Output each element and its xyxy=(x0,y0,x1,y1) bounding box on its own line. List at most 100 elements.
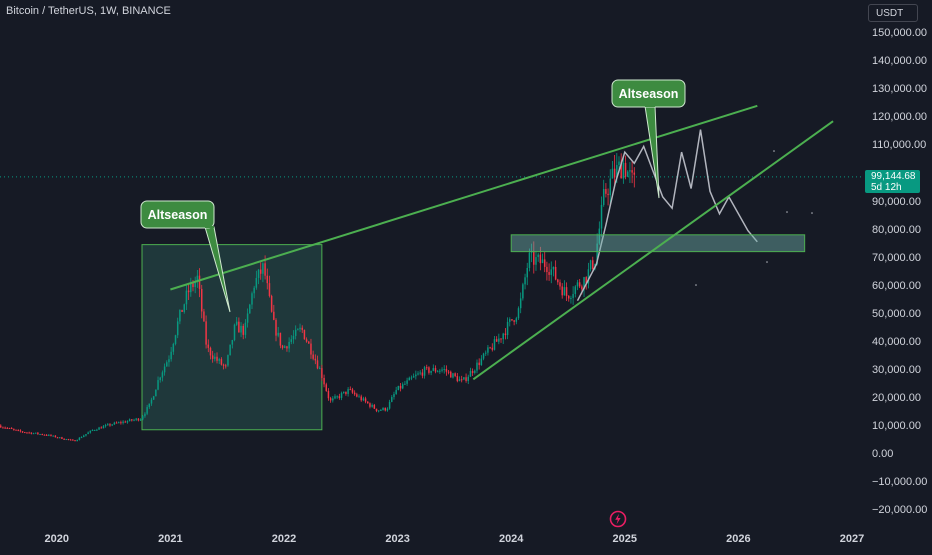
candle-body xyxy=(34,432,37,434)
candle-body xyxy=(255,277,258,288)
candle-body xyxy=(205,321,207,345)
cycle-highlight-box[interactable] xyxy=(141,244,323,431)
candle-body xyxy=(487,347,489,353)
candle-body xyxy=(310,343,312,355)
candle-body xyxy=(270,295,273,312)
candle-body xyxy=(229,344,231,356)
candle-body xyxy=(312,354,314,359)
candle-body xyxy=(613,168,616,178)
candle-body xyxy=(203,311,205,322)
altseason-callout[interactable]: Altseason xyxy=(611,79,686,199)
candle-body xyxy=(209,347,212,356)
candle-body xyxy=(633,172,636,175)
candle-body xyxy=(342,391,345,394)
candle-body xyxy=(572,293,574,298)
time-axis-label: 2022 xyxy=(271,533,297,545)
callout-label: Altseason xyxy=(148,208,208,222)
tradingview-logo-icon[interactable] xyxy=(609,510,627,533)
candle-body xyxy=(375,408,378,412)
candle-body xyxy=(104,425,107,427)
candle-body xyxy=(6,427,9,429)
candle-body xyxy=(620,161,622,179)
candle-body xyxy=(32,433,35,435)
candle-body xyxy=(491,347,494,350)
support-zone[interactable] xyxy=(510,234,806,253)
candle-body xyxy=(181,309,183,313)
candle-body xyxy=(155,389,157,397)
candle-body xyxy=(190,283,192,293)
candle-body xyxy=(286,346,288,349)
candle-body xyxy=(406,380,408,384)
candle-body xyxy=(563,287,566,296)
candle-body xyxy=(96,429,98,431)
candle-body xyxy=(412,376,415,378)
candle-body xyxy=(163,366,166,373)
candle-body xyxy=(511,319,513,321)
currency-button[interactable]: USDT xyxy=(868,4,918,22)
candle-body xyxy=(611,168,614,179)
candle-body xyxy=(548,272,550,275)
candle-body xyxy=(609,178,612,196)
candle-body xyxy=(299,327,301,330)
candle-body xyxy=(476,362,478,371)
time-axis-label: 2023 xyxy=(385,533,410,545)
candle-body xyxy=(561,286,563,296)
candle-body xyxy=(107,424,109,426)
candle-body xyxy=(303,329,306,340)
lower-trendline[interactable] xyxy=(472,120,834,381)
candle-body xyxy=(417,373,419,375)
candle-body xyxy=(83,435,85,438)
candle-body xyxy=(624,162,627,177)
candle-body xyxy=(353,392,356,395)
candle-body xyxy=(345,391,347,394)
candle-body xyxy=(91,430,94,432)
candle-body xyxy=(246,313,249,323)
candle-body xyxy=(506,321,509,336)
candle-body xyxy=(616,164,618,178)
candle-body xyxy=(144,413,146,417)
candle-body xyxy=(602,189,605,205)
candle-body xyxy=(585,277,587,284)
candle-body xyxy=(318,368,321,370)
candle-body xyxy=(187,290,190,293)
candle-body xyxy=(39,434,41,436)
candle-body xyxy=(329,398,332,401)
candle-body xyxy=(150,399,153,404)
candle-body xyxy=(334,396,336,399)
candle-body xyxy=(546,266,548,273)
candle-body xyxy=(273,311,275,320)
price-axis-label: 60,000.00 xyxy=(872,279,921,292)
candle-body xyxy=(54,435,57,438)
candle-body xyxy=(148,403,151,408)
candle-body xyxy=(124,421,127,423)
candle-body xyxy=(631,170,633,173)
candle-body xyxy=(200,288,203,312)
candle-body xyxy=(117,422,120,424)
upper-trendline[interactable] xyxy=(170,104,758,291)
candle-body xyxy=(570,297,572,299)
altseason-callout[interactable]: Altseason xyxy=(140,200,231,313)
candle-body xyxy=(541,259,544,264)
candle-body xyxy=(74,440,76,442)
candle-body xyxy=(58,437,61,439)
candle-body xyxy=(397,385,400,391)
candle-body xyxy=(157,380,159,390)
current-price-badge: 99,144.68 5d 12h xyxy=(865,170,920,193)
symbol-header: Bitcoin / TetherUS, 1W, BINANCE xyxy=(6,5,171,17)
candle-body xyxy=(460,379,463,381)
projection-path[interactable] xyxy=(576,129,758,302)
candle-body xyxy=(618,161,620,165)
candle-body xyxy=(421,372,424,376)
candle-body xyxy=(30,432,33,434)
candle-body xyxy=(13,428,15,430)
candle-body xyxy=(371,404,373,407)
candle-body xyxy=(67,439,70,441)
candle-body xyxy=(259,269,262,274)
candle-body xyxy=(56,437,59,439)
price-axis-label: −10,000.00 xyxy=(872,476,928,489)
candle-body xyxy=(439,370,441,372)
candle-body xyxy=(87,432,89,435)
candle-body xyxy=(63,438,65,440)
